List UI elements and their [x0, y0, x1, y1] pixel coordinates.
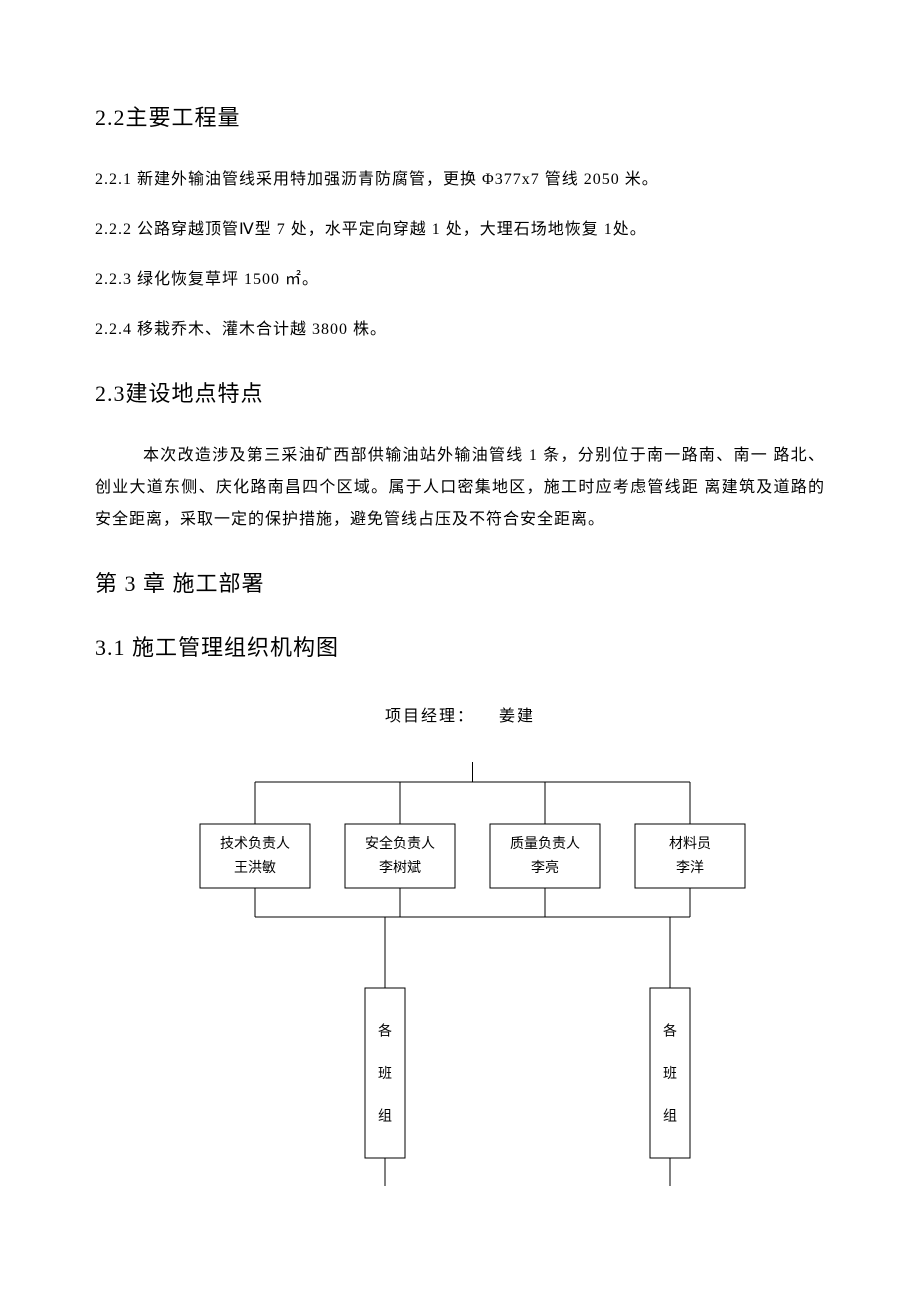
- svg-text:技术负责人: 技术负责人: [220, 836, 290, 852]
- org-top-line: 项目经理： 姜建: [95, 702, 825, 726]
- org-chart-svg: 技术负责人王洪敏 安全负责人李树斌 质量负责人李亮 材料员李洋各班组 各班组: [175, 762, 815, 1202]
- heading-3-1: 3.1 施工管理组织机构图: [95, 630, 825, 662]
- para-2-2-4: 2.2.4 移栽乔木、灌木合计越 3800 株。: [95, 314, 825, 346]
- svg-text:组: 组: [663, 1109, 677, 1125]
- svg-text:组: 组: [378, 1109, 392, 1125]
- svg-text:王洪敏: 王洪敏: [234, 860, 276, 876]
- svg-text:班: 班: [663, 1066, 677, 1082]
- org-top-name: 姜建: [499, 708, 535, 725]
- org-chart: 技术负责人王洪敏 安全负责人李树斌 质量负责人李亮 材料员李洋各班组 各班组: [175, 762, 825, 1202]
- svg-text:各: 各: [663, 1024, 677, 1040]
- svg-text:李洋: 李洋: [676, 860, 704, 876]
- org-top-label: 项目经理：: [385, 708, 475, 725]
- svg-text:材料员: 材料员: [669, 836, 711, 852]
- svg-text:质量负责人: 质量负责人: [510, 836, 580, 852]
- svg-text:李树斌: 李树斌: [379, 860, 421, 876]
- para-2-2-3: 2.2.3 绿化恢复草坪 1500 ㎡。: [95, 264, 825, 296]
- svg-text:安全负责人: 安全负责人: [365, 835, 435, 852]
- svg-text:班: 班: [378, 1066, 392, 1082]
- heading-2-2: 2.2主要工程量: [95, 100, 825, 132]
- heading-2-3: 2.3建设地点特点: [95, 376, 825, 408]
- para-2-3-body: 本次改造涉及第三采油矿西部供输油站外输油管线 1 条，分别位于南一路南、南一 路…: [95, 440, 825, 536]
- svg-text:各: 各: [378, 1024, 392, 1040]
- heading-3: 第 3 章 施工部署: [95, 566, 825, 598]
- svg-text:李亮: 李亮: [531, 859, 559, 876]
- para-2-2-2: 2.2.2 公路穿越顶管Ⅳ型 7 处，水平定向穿越 1 处，大理石场地恢复 1处…: [95, 214, 825, 246]
- para-2-2-1: 2.2.1 新建外输油管线采用特加强沥青防腐管，更换 Φ377x7 管线 205…: [95, 164, 825, 196]
